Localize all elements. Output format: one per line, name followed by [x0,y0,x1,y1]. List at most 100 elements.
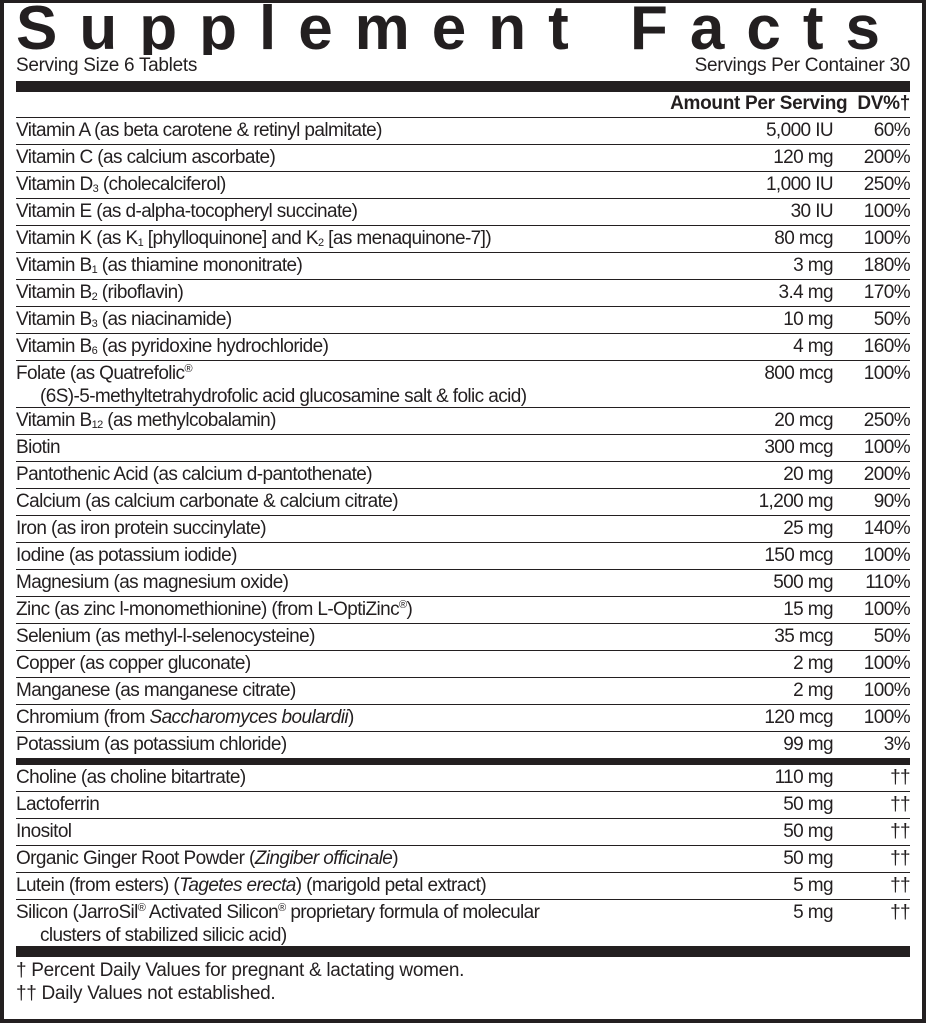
nutrient-name: Lutein (from esters) (Tagetes erecta) (m… [16,873,733,899]
amount-value: 2 mg [793,680,833,701]
name-segment: Magnesium (as magnesium oxide) [16,572,289,593]
nutrient-name: Zinc (as zinc l-monomethionine) (from L-… [16,597,733,623]
name-segment: Vitamin B [16,410,92,431]
nutrient-name: Manganese (as manganese citrate) [16,678,733,704]
name-segment: Chromium (from [16,707,150,728]
dv-value: 3% [883,734,911,755]
dv-value: 100% [863,707,911,728]
amount-value: 50 mg [783,848,833,869]
name-segment: ® [184,363,192,375]
table-row: Lutein (from esters) (Tagetes erecta) (m… [16,873,911,900]
table-row: Copper (as copper gluconate) 2 mg 100% [16,651,911,678]
dv-value: †† [890,848,911,869]
amount-value: 150 mcg [764,545,833,566]
nutrient-name: Potassium (as potassium chloride) [16,732,733,758]
amount-value: 4 mg [793,336,833,357]
name-segment: 6 [91,345,98,357]
amount-value: 500 mg [773,572,833,593]
name-segment: Zingiber officinale [254,848,393,869]
amount-value: 5 mg [793,875,833,896]
amount-value: 120 mcg [764,707,833,728]
name-segment: ® [137,902,146,914]
dv-value: 50% [873,309,911,330]
amount-value: 80 mcg [774,228,833,249]
nutrient-name: Vitamin C (as calcium ascorbate) [16,145,733,171]
nutrient-name: Vitamin B3 (as niacinamide) [16,307,733,333]
nutrient-list: Vitamin A (as beta carotene & retinyl pa… [16,118,911,758]
amount-value: 110 mg [774,767,834,788]
name-segment: Iron (as iron protein succinylate) [16,518,267,539]
name-segment: 2 [317,237,324,249]
dv-value: 100% [863,599,911,620]
table-row: Inositol 50 mg †† [16,819,911,846]
table-row: Vitamin A (as beta carotene & retinyl pa… [16,118,911,145]
dv-value: 200% [863,147,911,168]
name-segment: Pantothenic Acid (as calcium d-pantothen… [16,464,373,485]
name-segment: (riboflavin) [97,282,184,303]
table-row: Selenium (as methyl-l-selenocysteine) 35 … [16,624,911,651]
nutrient-name: Iodine (as potassium iodide) [16,543,733,569]
name-segment: ) [347,707,354,728]
name-segment: (as thiamine mononitrate) [97,255,303,276]
name-segment: (as niacinamide) [97,309,232,330]
amount-value: 20 mg [783,464,833,485]
amount-header: Amount Per Serving [670,93,848,114]
name-segment: Vitamin B [16,282,92,303]
amount-value: 25 mg [783,518,833,539]
dv-value: †† [890,902,911,923]
dv-value: 160% [863,336,911,357]
column-header: Amount Per Serving DV%† [16,92,910,118]
name-segment: Vitamin C (as calcium ascorbate) [16,147,276,168]
dv-value: 100% [863,228,911,249]
table-row: Lactoferrin 50 mg †† [16,792,911,819]
dv-value: 110% [865,572,910,593]
amount-value: 10 mg [783,309,833,330]
nutrient-name: Biotin [16,435,733,461]
name-segment: Folate (as Quatrefolic [16,363,185,384]
label-title: Supplement Facts [16,0,902,55]
table-row: Iron (as iron protein succinylate) 25 mg 1… [16,516,911,543]
table-row: Chromium (from Saccharomyces boulardii) 1… [16,705,911,732]
nutrient-name: Vitamin B2 (riboflavin) [16,280,733,306]
divider-thick [16,81,910,92]
nutrient-name: Organic Ginger Root Powder (Zingiber off… [16,846,733,872]
dv-value: 250% [863,174,911,195]
name-segment: 3 [91,318,98,330]
name-segment: Vitamin A (as beta carotene & retinyl pa… [16,120,382,141]
dv-value: 100% [863,363,911,384]
amount-value: 30 IU [790,201,834,222]
other-ingredients-list: Choline (as choline bitartrate) 110 mg †† L… [16,765,911,946]
name-segment: Copper (as copper gluconate) [16,653,251,674]
table-row: Folate (as Quatrefolic® (6S)-5-methyltetr… [16,361,911,408]
divider-medium [16,758,910,765]
footnote-double-dagger: †† Daily Values not established. [16,983,276,1004]
table-row: Organic Ginger Root Powder (Zingiber off… [16,846,911,873]
dv-header: DV%† [857,93,910,114]
name-segment: (as methylcobalamin) [102,410,276,431]
dv-value: 200% [863,464,911,485]
dv-value: 140% [863,518,911,539]
name-segment: ® [278,902,286,914]
name-segment: (cholecalciferol) [98,174,226,195]
name-segment: Vitamin B [16,255,92,276]
name-segment: Selenium (as methyl-l-selenocysteine) [16,626,315,647]
name-segment: Organic Ginger Root Powder ( [16,848,255,869]
amount-value: 3 mg [793,255,833,276]
table-row: Manganese (as manganese citrate) 2 mg 100% [16,678,911,705]
name-segment: (as pyridoxine hydrochloride) [97,336,329,357]
name-segment: Inositol [16,821,72,842]
name-segment: Potassium (as potassium chloride) [16,734,287,755]
nutrient-name: Vitamin E (as d-alpha-tocopheryl succina… [16,199,733,225]
amount-value: 300 mcg [764,437,833,458]
name-segment: 12 [91,419,104,431]
nutrient-name: Vitamin D3 (cholecalciferol) [16,172,733,198]
dv-value: 90% [873,491,911,512]
name-segment: Vitamin E (as d-alpha-tocopheryl succina… [16,201,358,222]
dv-value: 100% [863,680,911,701]
name-segment: Zinc (as zinc l-monomethionine) (from L-… [16,599,400,620]
name-segment: Silicon (JarroSil [16,902,138,923]
amount-value: 15 mg [783,599,833,620]
table-row: Vitamin B1 (as thiamine mononitrate) 3 mg… [16,253,911,280]
serving-size: Serving Size 6 Tablets [16,55,198,76]
nutrient-name: Copper (as copper gluconate) [16,651,733,677]
